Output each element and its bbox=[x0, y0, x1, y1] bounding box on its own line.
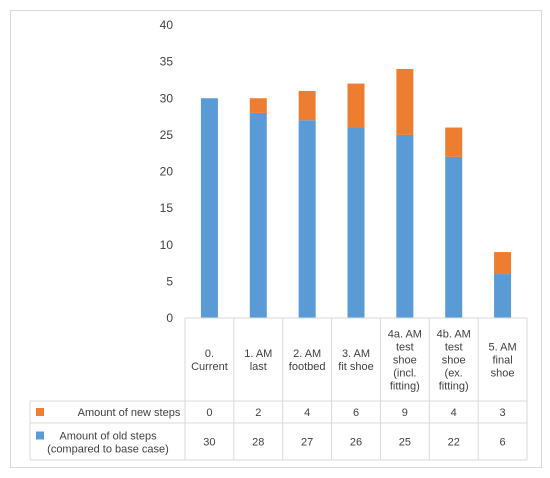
bar-old-steps bbox=[494, 274, 512, 318]
category-label: 4a. AM bbox=[388, 329, 422, 341]
bar-old-steps bbox=[249, 112, 267, 319]
y-tick-label: 0 bbox=[166, 311, 173, 325]
table-value: 9 bbox=[402, 407, 408, 419]
table-value: 27 bbox=[301, 437, 313, 449]
table-value: 4 bbox=[451, 407, 457, 419]
table-value: 6 bbox=[353, 407, 359, 419]
bar-new-steps bbox=[445, 127, 463, 157]
bar-old-steps bbox=[347, 127, 365, 318]
series-label: Amount of new steps bbox=[78, 407, 181, 419]
table-value: 26 bbox=[350, 437, 362, 449]
category-label: final bbox=[492, 355, 512, 367]
bar-new-steps bbox=[396, 68, 414, 135]
category-label: fit shoe bbox=[338, 361, 373, 373]
category-label: 3. AM bbox=[342, 348, 370, 360]
y-tick-label: 35 bbox=[160, 55, 174, 69]
legend-key bbox=[36, 408, 44, 416]
y-tick-label: 20 bbox=[160, 165, 174, 179]
bar-old-steps bbox=[445, 156, 463, 318]
table-value: 25 bbox=[399, 437, 411, 449]
category-label: footbed bbox=[289, 361, 326, 373]
table-value: 0 bbox=[206, 407, 212, 419]
chart-frame bbox=[10, 10, 542, 468]
bar-new-steps bbox=[298, 90, 316, 121]
table-value: 4 bbox=[304, 407, 310, 419]
category-label: 4b. AM bbox=[437, 329, 471, 341]
bar-old-steps bbox=[396, 134, 414, 318]
category-label: last bbox=[250, 361, 267, 373]
category-label: 1. AM bbox=[244, 348, 272, 360]
y-tick-label: 10 bbox=[160, 238, 174, 252]
y-tick-label: 40 bbox=[160, 18, 174, 32]
category-label: test bbox=[396, 342, 414, 354]
category-label: 5. AM bbox=[489, 342, 517, 354]
table-value: 22 bbox=[448, 437, 460, 449]
category-label: fitting) bbox=[439, 381, 469, 393]
category-label: (ex. bbox=[445, 368, 463, 380]
bar-old-steps bbox=[200, 98, 218, 318]
table-value: 6 bbox=[500, 437, 506, 449]
category-label: Current bbox=[191, 361, 228, 373]
table-value: 28 bbox=[252, 437, 264, 449]
category-label: shoe bbox=[491, 368, 515, 380]
y-tick-label: 25 bbox=[160, 128, 174, 142]
table-value: 3 bbox=[500, 407, 506, 419]
table-value: 2 bbox=[255, 407, 261, 419]
y-tick-label: 15 bbox=[160, 201, 174, 215]
table-value: 30 bbox=[203, 437, 215, 449]
category-label: shoe bbox=[442, 355, 466, 367]
category-label: shoe bbox=[393, 355, 417, 367]
bar-old-steps bbox=[298, 120, 316, 318]
category-label: (incl. bbox=[393, 368, 416, 380]
bar-new-steps bbox=[347, 83, 365, 128]
legend-key bbox=[36, 431, 44, 440]
category-label: 2. AM bbox=[293, 348, 321, 360]
category-label: fitting) bbox=[390, 381, 420, 393]
series-label: Amount of old steps bbox=[59, 431, 157, 443]
y-tick-label: 5 bbox=[166, 274, 173, 288]
category-label: test bbox=[445, 342, 463, 354]
bar-new-steps bbox=[249, 98, 267, 113]
y-tick-label: 30 bbox=[160, 91, 174, 105]
series-label: (compared to base case) bbox=[47, 444, 169, 456]
bar-new-steps bbox=[494, 252, 512, 275]
category-label: 0. bbox=[205, 348, 214, 360]
